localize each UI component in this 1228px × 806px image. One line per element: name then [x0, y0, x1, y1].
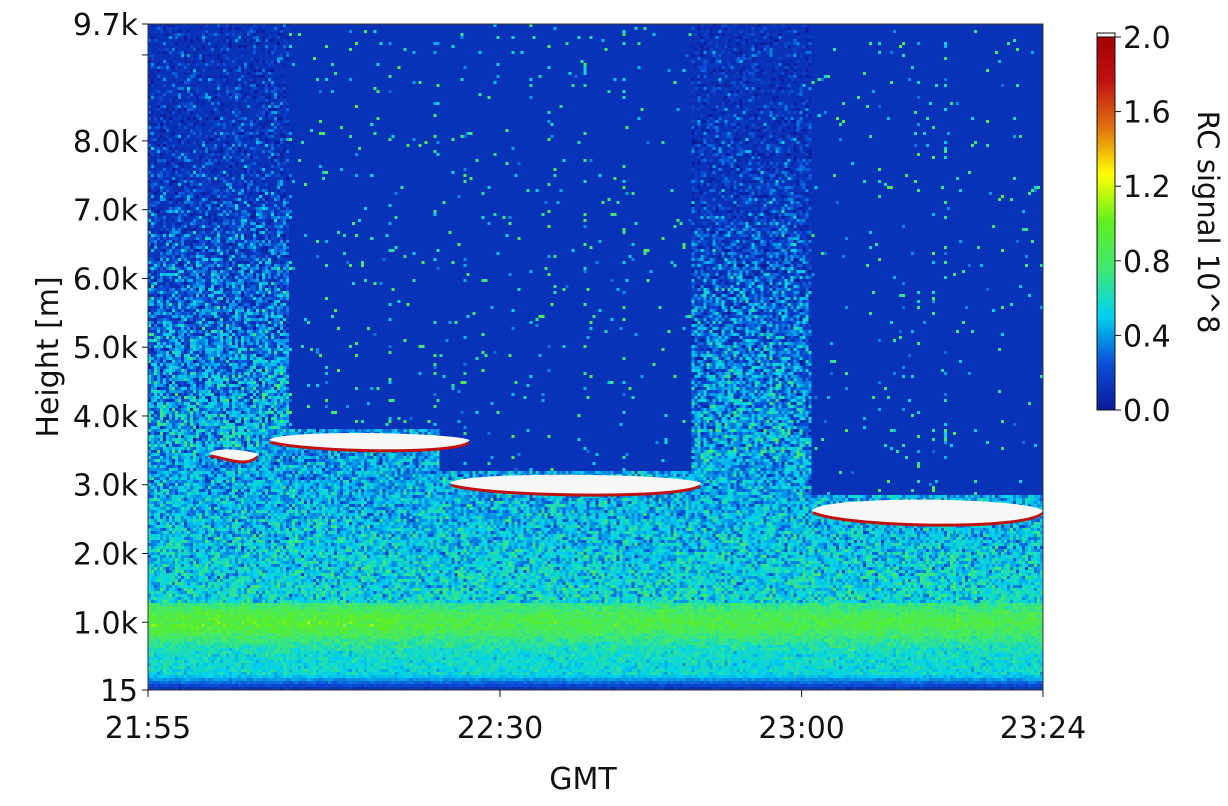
colorbar-tick-label: 1.6 — [1123, 96, 1171, 131]
heatmap-plot-area — [148, 24, 1043, 690]
colorbar-tick-label: 0.8 — [1123, 245, 1171, 280]
colorbar-label: RC signal 10^8 — [1191, 111, 1225, 334]
colorbar-tick-label: 2.0 — [1123, 21, 1171, 56]
x-axis-label: GMT — [549, 762, 617, 797]
colorbar-tick-label: 0.0 — [1123, 394, 1171, 429]
colorbar: 0.0 0.4 0.8 1.2 1.6 2.0 — [1096, 21, 1171, 429]
cloud-layers — [208, 433, 1043, 527]
plot-frame — [147, 23, 1044, 691]
y-tick-label: 5.0k — [73, 331, 139, 366]
cloud-layer — [811, 499, 1043, 524]
x-tick-label: 23:00 — [758, 711, 844, 746]
colorbar-tick-label: 1.2 — [1123, 170, 1171, 205]
y-tick-label: 1.0k — [73, 606, 139, 641]
y-tick-label: 7.0k — [73, 194, 139, 229]
y-tick-label: 15 — [100, 674, 138, 709]
x-axis: 21:55 22:30 23:00 23:24 — [105, 690, 1086, 746]
y-tick-label: 9.7k — [73, 8, 139, 43]
x-tick-label: 23:24 — [1000, 711, 1086, 746]
y-tick-label: 2.0k — [73, 537, 139, 572]
y-axis-label: Height [m] — [31, 276, 66, 437]
cloud-layer — [449, 474, 702, 494]
cloud-layer — [268, 433, 470, 450]
y-tick-label: 4.0k — [73, 400, 139, 435]
x-tick-label: 21:55 — [105, 711, 191, 746]
colorbar-saturation-cap — [1096, 32, 1116, 38]
y-tick-label: 3.0k — [73, 469, 139, 504]
colorbar-gradient — [1096, 32, 1116, 411]
cloud-layer — [208, 449, 259, 461]
colorbar-tick-label: 0.4 — [1123, 319, 1171, 354]
y-axis: 15 1.0k 2.0k 3.0k 4.0k 5.0k 6.0k 7.0k 8.0k 9.7k — [73, 8, 148, 709]
y-tick-label: 8.0k — [73, 125, 139, 160]
x-tick-label: 22:30 — [457, 711, 543, 746]
y-tick-label: 6.0k — [73, 262, 139, 297]
